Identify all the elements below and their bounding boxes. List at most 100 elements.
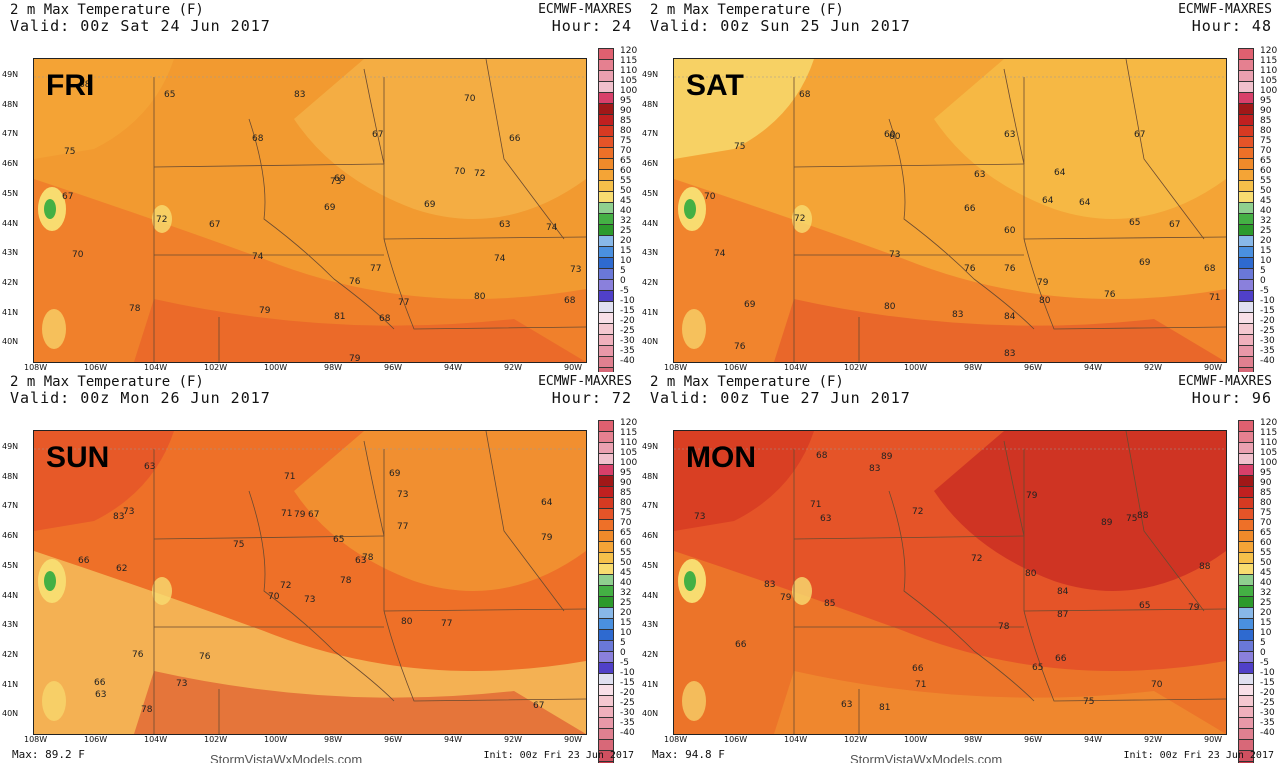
- station-value: 67: [372, 130, 383, 140]
- colorbar-label: 32: [1260, 588, 1272, 598]
- station-value: 69: [389, 469, 401, 479]
- station-value: 73: [304, 595, 315, 605]
- station-value: 63: [820, 514, 831, 524]
- colorbar-swatch: [598, 213, 614, 224]
- station-value: 65: [164, 90, 175, 100]
- colorbar-label: 70: [620, 146, 632, 156]
- colorbar-label: 10: [620, 256, 632, 266]
- lat-label: 45N: [2, 560, 19, 570]
- station-value: 65: [1139, 601, 1150, 611]
- station-value: 78: [362, 553, 374, 563]
- colorbar-label: 0: [1260, 276, 1266, 286]
- colorbar-swatch: [598, 290, 614, 301]
- colorbar-label: -40: [1260, 728, 1275, 738]
- station-value: 70: [464, 94, 476, 104]
- station-value: 73: [889, 250, 900, 260]
- colorbar-label: 110: [620, 66, 638, 76]
- station-value: 75: [64, 147, 75, 157]
- lon-label: 98W: [324, 363, 343, 372]
- station-value: 67: [533, 701, 544, 711]
- colorbar-swatch: [1238, 541, 1254, 552]
- colorbar-swatch: [598, 356, 614, 367]
- colorbar-swatch: [598, 224, 614, 235]
- colorbar-swatch: [1238, 147, 1254, 158]
- colorbar-label: 80: [620, 126, 632, 136]
- colorbar-label: 85: [1260, 488, 1272, 498]
- colorbar: [1238, 420, 1254, 763]
- colorbar-swatch: [1238, 618, 1254, 629]
- lat-label: 45N: [2, 188, 19, 198]
- station-value: 66: [78, 556, 90, 566]
- colorbar-swatch: [598, 761, 614, 763]
- station-value: 80: [1039, 296, 1051, 306]
- lon-label: 108W: [664, 363, 688, 372]
- lat-label: 42N: [2, 649, 19, 659]
- station-value: 67: [1134, 130, 1145, 140]
- station-value: 74: [546, 223, 558, 233]
- colorbar-swatch: [598, 312, 614, 323]
- station-value: 80: [884, 302, 896, 312]
- station-value: 88: [1199, 562, 1211, 572]
- colorbar-swatch: [1238, 103, 1254, 114]
- lat-label: 43N: [2, 248, 19, 258]
- colorbar-label: 115: [1260, 428, 1278, 438]
- station-value: 72: [474, 169, 485, 179]
- colorbar-swatch: [598, 301, 614, 312]
- station-value: 76: [964, 264, 976, 274]
- colorbar-label: 85: [620, 488, 632, 498]
- colorbar-label: 55: [1260, 176, 1272, 186]
- colorbar-label: 100: [620, 86, 638, 96]
- station-value: 76: [349, 277, 361, 287]
- colorbar-label: 100: [620, 458, 638, 468]
- station-value: 69: [334, 174, 346, 184]
- colorbar-swatch: [1238, 70, 1254, 81]
- station-value: 78: [129, 304, 141, 314]
- lon-label: 102W: [204, 363, 228, 372]
- colorbar-label: 70: [1260, 518, 1272, 528]
- colorbar-label: -30: [1260, 336, 1275, 346]
- station-value: 72: [912, 507, 923, 517]
- colorbar-label: 20: [620, 608, 632, 618]
- init-time: Init: 00z Fri 23 Jun 2017: [483, 750, 634, 761]
- colorbar-label: 95: [1260, 468, 1272, 478]
- colorbar-label: 115: [620, 428, 638, 438]
- lat-label: 41N: [642, 679, 659, 689]
- station-value: 76: [734, 342, 746, 352]
- colorbar-swatch: [1238, 202, 1254, 213]
- colorbar-swatch: [1238, 552, 1254, 563]
- colorbar-swatch: [598, 345, 614, 356]
- station-value: 63: [1004, 130, 1015, 140]
- station-value: 66: [735, 640, 747, 650]
- colorbar-swatch: [1238, 301, 1254, 312]
- station-value: 72: [156, 215, 167, 225]
- lon-label: 90W: [1204, 363, 1223, 372]
- colorbar-label: 75: [1260, 136, 1272, 146]
- colorbar-swatch: [598, 279, 614, 290]
- colorbar-label: 85: [1260, 116, 1272, 126]
- field-title: 2 m Max Temperature (F): [650, 2, 844, 18]
- colorbar-swatch: [598, 574, 614, 585]
- colorbar-swatch: [598, 706, 614, 717]
- colorbar-label: 45: [620, 196, 632, 206]
- colorbar-label: 10: [1260, 256, 1272, 266]
- station-value: 79: [1037, 278, 1049, 288]
- lon-label: 92W: [504, 363, 523, 372]
- colorbar-label: 60: [1260, 166, 1272, 176]
- station-value: 71: [284, 472, 295, 482]
- station-value: 70: [1151, 680, 1163, 690]
- colorbar-swatch: [598, 235, 614, 246]
- day-label: SAT: [686, 69, 744, 102]
- lon-label: 100W: [904, 363, 928, 372]
- station-value: 63: [974, 170, 985, 180]
- colorbar-swatch: [598, 334, 614, 345]
- lon-label: 106W: [724, 735, 748, 744]
- colorbar-swatch: [1238, 706, 1254, 717]
- station-value: 83: [294, 90, 305, 100]
- lon-label: 98W: [324, 735, 343, 744]
- temperature-map: 68 60 63 67 75 60 63 64 70 72 66 64 64 65 67 74 73 60 69 76…: [673, 58, 1227, 363]
- lat-label: 48N: [2, 99, 19, 109]
- colorbar-swatch: [598, 92, 614, 103]
- station-value: 89: [881, 452, 893, 462]
- lat-label: 45N: [642, 560, 659, 570]
- model-name: ECMWF-MAXRES: [538, 2, 632, 17]
